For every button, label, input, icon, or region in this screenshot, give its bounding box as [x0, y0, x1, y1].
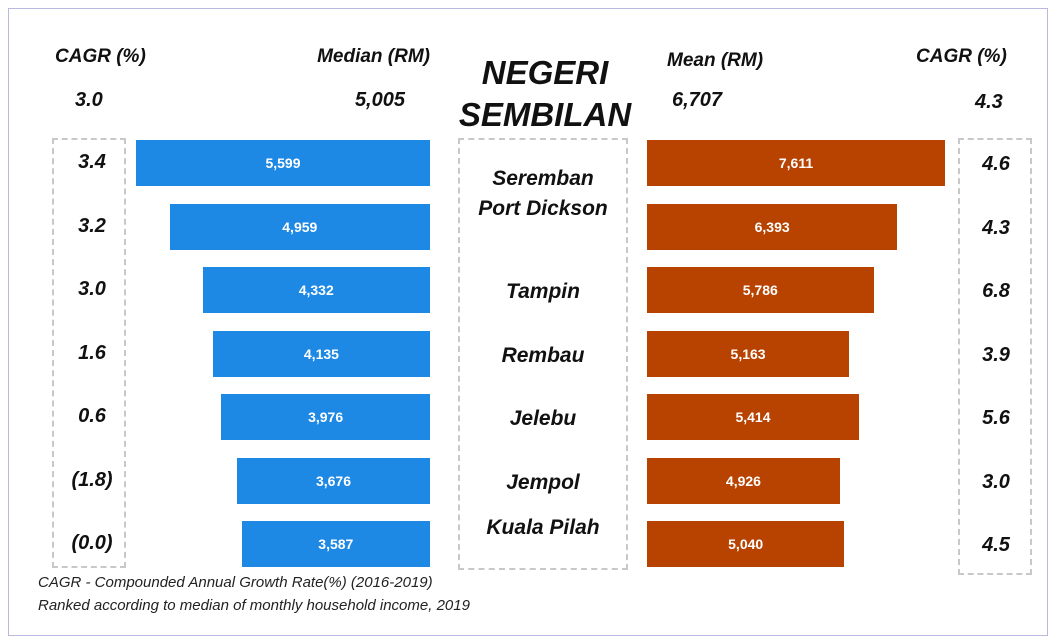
- mean-bar: 5,786: [647, 267, 874, 313]
- median-cagr: (1.8): [71, 468, 113, 491]
- mean-bar: 5,414: [647, 394, 859, 440]
- mean-total: 6,707: [672, 89, 723, 111]
- median-bar: 3,676: [236, 457, 430, 504]
- value-label: 5,599: [265, 155, 301, 171]
- value-label: 5,786: [742, 282, 778, 298]
- value-label: 6,393: [754, 218, 790, 235]
- mean-cagr: 3.9: [982, 343, 1010, 366]
- value-label: 4,332: [298, 282, 334, 298]
- district-name: Tampin: [506, 280, 580, 303]
- mean-cagr: 6.8: [982, 280, 1010, 302]
- median-cagr: 3.4: [78, 151, 106, 173]
- district-name: Jempol: [506, 470, 580, 494]
- mean-bar: 5,163: [647, 330, 850, 377]
- district-name: Jelebu: [509, 407, 577, 430]
- value-label: 4,926: [725, 472, 761, 489]
- district-name: Port Dickson: [478, 196, 608, 220]
- mean-header: Mean (RM): [667, 50, 764, 71]
- footnote: Ranked according to median of monthly ho…: [38, 597, 470, 614]
- median-cagr: 1.6: [78, 341, 106, 364]
- median-cagr: (0.0): [71, 532, 113, 554]
- mean-cagr: 3.0: [982, 470, 1010, 493]
- district-name: Kuala Pilah: [486, 516, 600, 539]
- median-cagr: 3.2: [78, 214, 106, 237]
- mean-bar: 5,040: [647, 521, 845, 567]
- median-total-cagr: 3.0: [75, 89, 103, 111]
- median-bar: 5,599: [136, 140, 430, 186]
- district-name: Seremban: [492, 167, 594, 190]
- value-label: 3,976: [308, 409, 344, 425]
- median-bar: 4,959: [169, 203, 430, 250]
- value-label: 5,414: [735, 409, 771, 425]
- district-name: Rembau: [501, 343, 585, 367]
- title: NEGERI SEMBILAN: [458, 54, 632, 133]
- median-bar: 3,587: [241, 521, 430, 567]
- median-bar: 3,976: [221, 394, 430, 440]
- mean-bar: 6,393: [647, 203, 898, 250]
- median-bar: 4,332: [202, 267, 430, 313]
- median-cagr: 3.0: [78, 278, 106, 300]
- median-cagr: 0.6: [78, 405, 106, 427]
- mean-total-cagr: 4.3: [975, 91, 1003, 113]
- footnote: CAGR - Compounded Annual Growth Rate(%) …: [38, 574, 433, 591]
- median-total: 5,005: [354, 89, 405, 111]
- value-label: 4,135: [303, 345, 339, 362]
- value-label: 4,959: [282, 218, 318, 235]
- value-label: 7,611: [778, 155, 814, 171]
- value-label: 5,040: [728, 536, 764, 552]
- mean-cagr: 4.3: [982, 216, 1010, 239]
- mean-bar: 7,611: [647, 140, 945, 186]
- median-cagr-box: [52, 138, 126, 568]
- frame: [8, 8, 1048, 636]
- value-label: 3,676: [315, 472, 351, 489]
- mean-cagr: 4.6: [982, 153, 1010, 175]
- district-box: [458, 138, 628, 570]
- mean-cagr-box: [958, 138, 1032, 575]
- cagr-header: CAGR (%): [916, 46, 1007, 67]
- mean-cagr: 5.6: [982, 407, 1010, 429]
- median-header: Median (RM): [317, 46, 430, 67]
- value-label: 5,163: [730, 345, 766, 362]
- value-label: 3,587: [318, 536, 354, 552]
- cagr-header: CAGR (%): [55, 46, 146, 67]
- median-bar: 4,135: [212, 330, 430, 377]
- mean-cagr: 4.5: [982, 534, 1010, 556]
- mean-bar: 4,926: [647, 457, 840, 504]
